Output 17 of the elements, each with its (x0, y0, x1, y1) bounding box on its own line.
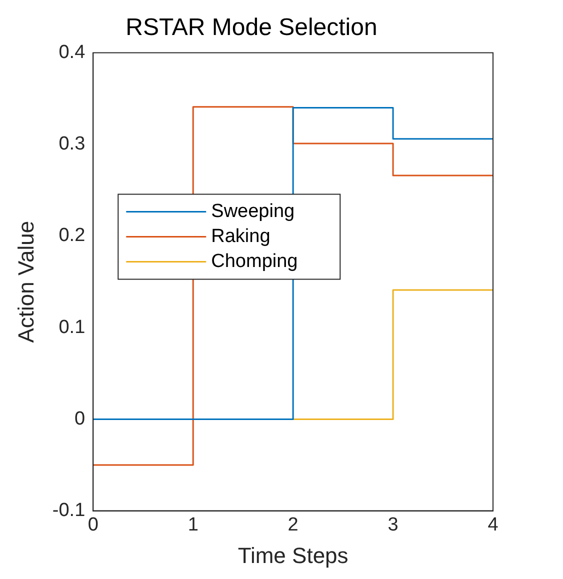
x-tick-label: 1 (188, 514, 198, 536)
legend-label: Raking (211, 226, 270, 248)
x-tick-label: 2 (288, 514, 298, 536)
legend-label: Sweeping (211, 201, 295, 222)
y-tick-label: -0.1 (52, 500, 86, 522)
legend-label: Chomping (211, 251, 298, 272)
x-axis-title: Time Steps (238, 542, 348, 568)
x-tick-label: 0 (88, 514, 98, 536)
y-tick-label: 0.1 (58, 316, 86, 338)
y-tick-label: 0.2 (58, 225, 86, 246)
y-tick-label: 0 (74, 408, 86, 430)
x-tick-label: 4 (488, 514, 499, 536)
x-tick-label: 3 (388, 514, 398, 536)
y-tick-label: 0.4 (58, 42, 86, 64)
chart-title: RSTAR Mode Selection (126, 14, 378, 42)
y-axis-title: Action Value (13, 220, 38, 343)
y-tick-label: 0.3 (58, 134, 86, 155)
